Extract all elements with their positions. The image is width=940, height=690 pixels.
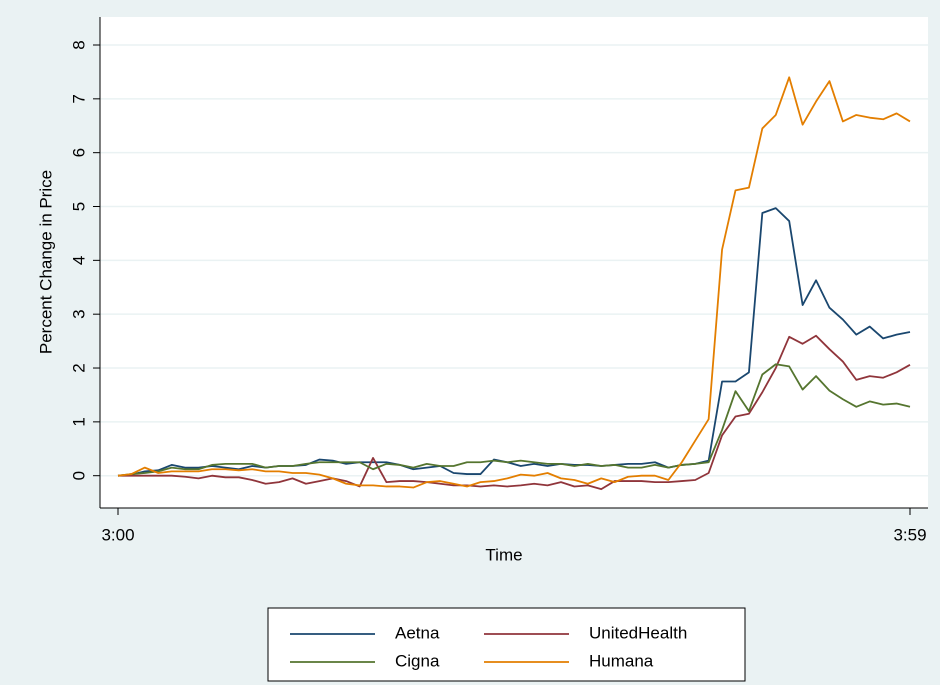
- y-tick-label: 1: [69, 417, 88, 426]
- plot-area: [100, 17, 928, 508]
- series-line: [117, 207, 911, 477]
- legend-label: Cigna: [395, 651, 440, 670]
- y-tick-label: 4: [69, 256, 88, 265]
- legend-box: [267, 607, 746, 682]
- y-axis-label: Percent Change in Price: [36, 170, 55, 354]
- x-tick-label: 3:59: [893, 525, 926, 544]
- y-tick-label: 6: [69, 148, 88, 157]
- legend-label: UnitedHealth: [589, 623, 687, 642]
- grid: [100, 44, 928, 477]
- legend-label: Aetna: [395, 623, 440, 642]
- series-line: [117, 76, 911, 489]
- y-tick-label: 2: [69, 363, 88, 372]
- lines: [117, 76, 911, 491]
- legend: Aetna UnitedHealth Cigna Humana: [290, 623, 687, 670]
- y-tick-label: 3: [69, 309, 88, 318]
- x-tick-label: 3:00: [101, 525, 134, 544]
- series-line: [117, 363, 911, 477]
- y-tick-label: 0: [69, 471, 88, 480]
- y-tick-label: 8: [69, 40, 88, 49]
- x-axis-label: Time: [485, 545, 522, 564]
- y-tick-label: 7: [69, 94, 88, 103]
- y-tick-label: 5: [69, 202, 88, 211]
- legend-label: Humana: [589, 651, 654, 670]
- series-line: [118, 334, 911, 491]
